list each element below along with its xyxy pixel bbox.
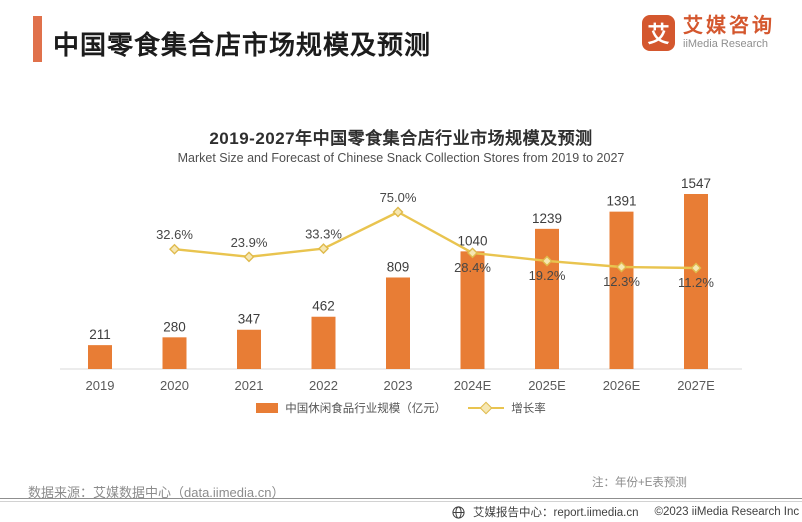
growth-rate-line xyxy=(174,210,697,270)
line-marker-2021 xyxy=(243,251,255,263)
logo-name-cn: 艾媒咨询 xyxy=(683,15,775,37)
bar-2023 xyxy=(386,277,410,369)
logo-text: 艾媒咨询 iiMedia Research xyxy=(683,15,775,50)
logo-name-en: iiMedia Research xyxy=(683,38,768,50)
legend-item-line-series: 增长率 xyxy=(468,400,546,416)
growth-rate-label: 33.3% xyxy=(305,227,342,242)
bar-2022 xyxy=(311,316,336,369)
footer: 艾媒报告中心：report.iimedia.cn ©2023 iiMedia R… xyxy=(452,504,799,520)
bar-value-label: 1391 xyxy=(606,194,636,209)
x-axis-label-2025E: 2025E xyxy=(528,378,566,393)
bar-value-label: 1547 xyxy=(681,176,711,191)
growth-rate-label: 12.3% xyxy=(603,274,640,289)
bar-value-label: 280 xyxy=(163,319,186,334)
growth-rate-label: 32.6% xyxy=(156,227,193,242)
x-axis-label-2027E: 2027E xyxy=(677,378,715,393)
data-source-note: 数据来源：艾媒数据中心（data.iimedia.cn） xyxy=(28,485,285,500)
footer-copyright: ©2023 iiMedia Research Inc xyxy=(654,506,800,518)
bar-2021 xyxy=(237,329,261,369)
title-accent-bar xyxy=(33,16,42,62)
growth-rate-label: 23.9% xyxy=(231,235,268,250)
bar-2025E xyxy=(535,228,559,369)
iimedia-logo: 艾 艾媒咨询 iiMedia Research xyxy=(642,15,775,51)
bar-value-label: 1239 xyxy=(532,211,562,226)
bar-value-label: 347 xyxy=(238,312,261,327)
legend-line-label: 增长率 xyxy=(511,403,546,415)
footer-report-center: 艾媒报告中心：report.iimedia.cn xyxy=(473,507,639,519)
footer-divider xyxy=(0,498,802,502)
x-axis-label-2021: 2021 xyxy=(235,378,264,393)
bar-2019 xyxy=(88,345,112,369)
x-axis-label-2019: 2019 xyxy=(86,378,115,393)
line-marker-2026E xyxy=(616,261,627,273)
logo-glyph: 艾 xyxy=(647,22,670,47)
bar-2020 xyxy=(162,337,187,369)
x-axis-label-2026E: 2026E xyxy=(603,378,641,393)
bar-2026E xyxy=(609,211,634,369)
bar-value-label: 211 xyxy=(89,327,111,342)
globe-icon xyxy=(452,505,465,519)
iimedia-logo-icon: 艾 xyxy=(642,15,675,51)
x-axis-label-2023: 2023 xyxy=(384,378,413,393)
chart-legend: 中国休闲食品行业规模（亿元） 增长率 xyxy=(0,400,802,416)
chart-title: 2019-2027年中国零食集合店行业市场规模及预测 xyxy=(209,129,593,148)
bar-series-swatch-icon xyxy=(256,403,279,413)
x-axis-label-2022: 2022 xyxy=(309,378,338,393)
line-marker-2022 xyxy=(318,243,329,255)
growth-rate-label: 75.0% xyxy=(380,190,417,205)
line-marker-2027E xyxy=(690,262,702,274)
legend-item-bar-series: 中国休闲食品行业规模（亿元） xyxy=(256,400,446,416)
bar-value-label: 809 xyxy=(387,259,410,274)
legend-bar-label: 中国休闲食品行业规模（亿元） xyxy=(285,403,447,415)
bar-2027E xyxy=(684,194,708,369)
line-marker-2024E xyxy=(467,247,478,259)
growth-rate-label: 28.4% xyxy=(454,260,491,275)
page-title: 中国零食集合店市场规模及预测 xyxy=(53,30,432,60)
line-marker-2025E xyxy=(541,255,553,267)
forecast-note: 注：年份+E表预测 xyxy=(592,477,687,489)
line-marker-2023 xyxy=(392,206,404,218)
bar-value-label: 1040 xyxy=(457,233,487,248)
x-axis-label-2024E: 2024E xyxy=(454,378,492,393)
line-series-swatch-icon xyxy=(468,401,505,415)
growth-rate-label: 19.2% xyxy=(529,268,566,283)
bar-value-label: 462 xyxy=(312,299,335,314)
bar-2024E xyxy=(460,251,485,369)
chart-subtitle: Market Size and Forecast of Chinese Snac… xyxy=(177,151,625,165)
x-axis-label-2020: 2020 xyxy=(160,378,189,393)
line-marker-2020 xyxy=(169,243,180,255)
growth-rate-label: 11.2% xyxy=(678,275,714,290)
